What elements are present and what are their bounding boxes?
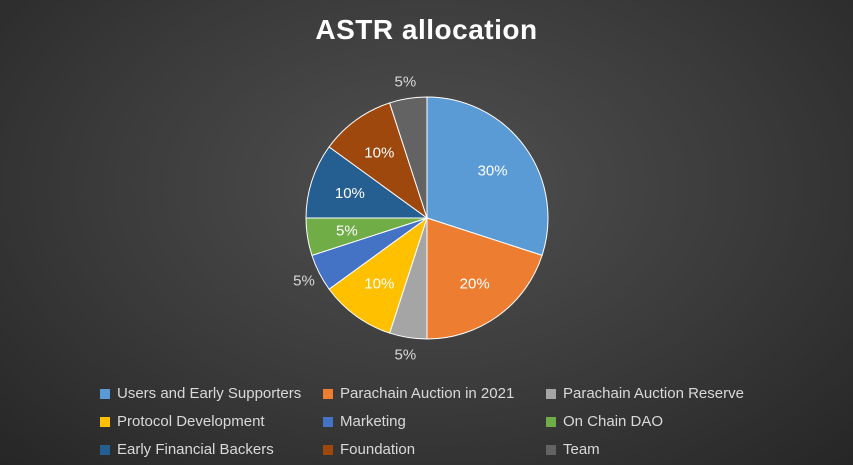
legend-label: Marketing (340, 413, 406, 430)
legend-swatch (546, 388, 556, 399)
legend-label: Parachain Auction Reserve (563, 385, 744, 402)
data-label: 30% (478, 162, 508, 179)
legend-item: Users and Early Supporters (100, 382, 323, 405)
legend-label: Foundation (340, 441, 416, 458)
legend-label: Protocol Development (117, 413, 265, 430)
data-label: 10% (335, 185, 365, 202)
legend-label: Users and Early Supporters (117, 385, 302, 402)
legend-label: Parachain Auction in 2021 (340, 385, 515, 402)
legend-label: On Chain DAO (563, 413, 664, 430)
legend-swatch (100, 388, 110, 399)
pie-slice (328, 216, 428, 334)
legend-item: Parachain Auction Reserve (546, 382, 776, 405)
pie-slice (426, 217, 543, 340)
chart-title: ASTR allocation (315, 14, 538, 45)
pie-chart: 30% 20% 5% 10% 5% 5% 10% 10% 5% (293, 74, 549, 363)
legend-label: Team (563, 441, 600, 458)
legend-item: Foundation (323, 438, 546, 461)
legend-swatch (546, 444, 556, 455)
data-label: 10% (364, 144, 394, 161)
legend-item: Marketing (323, 410, 546, 433)
data-label: 5% (395, 346, 417, 363)
pie-slice (426, 96, 549, 257)
chart-legend: Users and Early Supporters Parachain Auct… (100, 382, 776, 461)
pie-slice (305, 146, 429, 219)
legend-label: Early Financial Backers (117, 441, 274, 458)
pie-slice (328, 102, 428, 220)
legend-swatch (546, 416, 556, 427)
legend-swatch (100, 416, 110, 427)
legend-item: Early Financial Backers (100, 438, 323, 461)
data-label: 5% (395, 74, 417, 91)
data-label: 20% (460, 276, 490, 293)
data-label: 5% (293, 273, 315, 290)
legend-item: Protocol Development (100, 410, 323, 433)
legend-item: On Chain DAO (546, 410, 776, 433)
data-label: 10% (364, 276, 394, 293)
legend-swatch (323, 444, 333, 455)
legend-swatch (323, 388, 333, 399)
data-label: 5% (336, 223, 358, 240)
legend-item: Team (546, 438, 776, 461)
legend-swatch (323, 416, 333, 427)
pie-slice (388, 96, 428, 219)
legend-swatch (100, 444, 110, 455)
legend-item: Parachain Auction in 2021 (323, 382, 546, 405)
